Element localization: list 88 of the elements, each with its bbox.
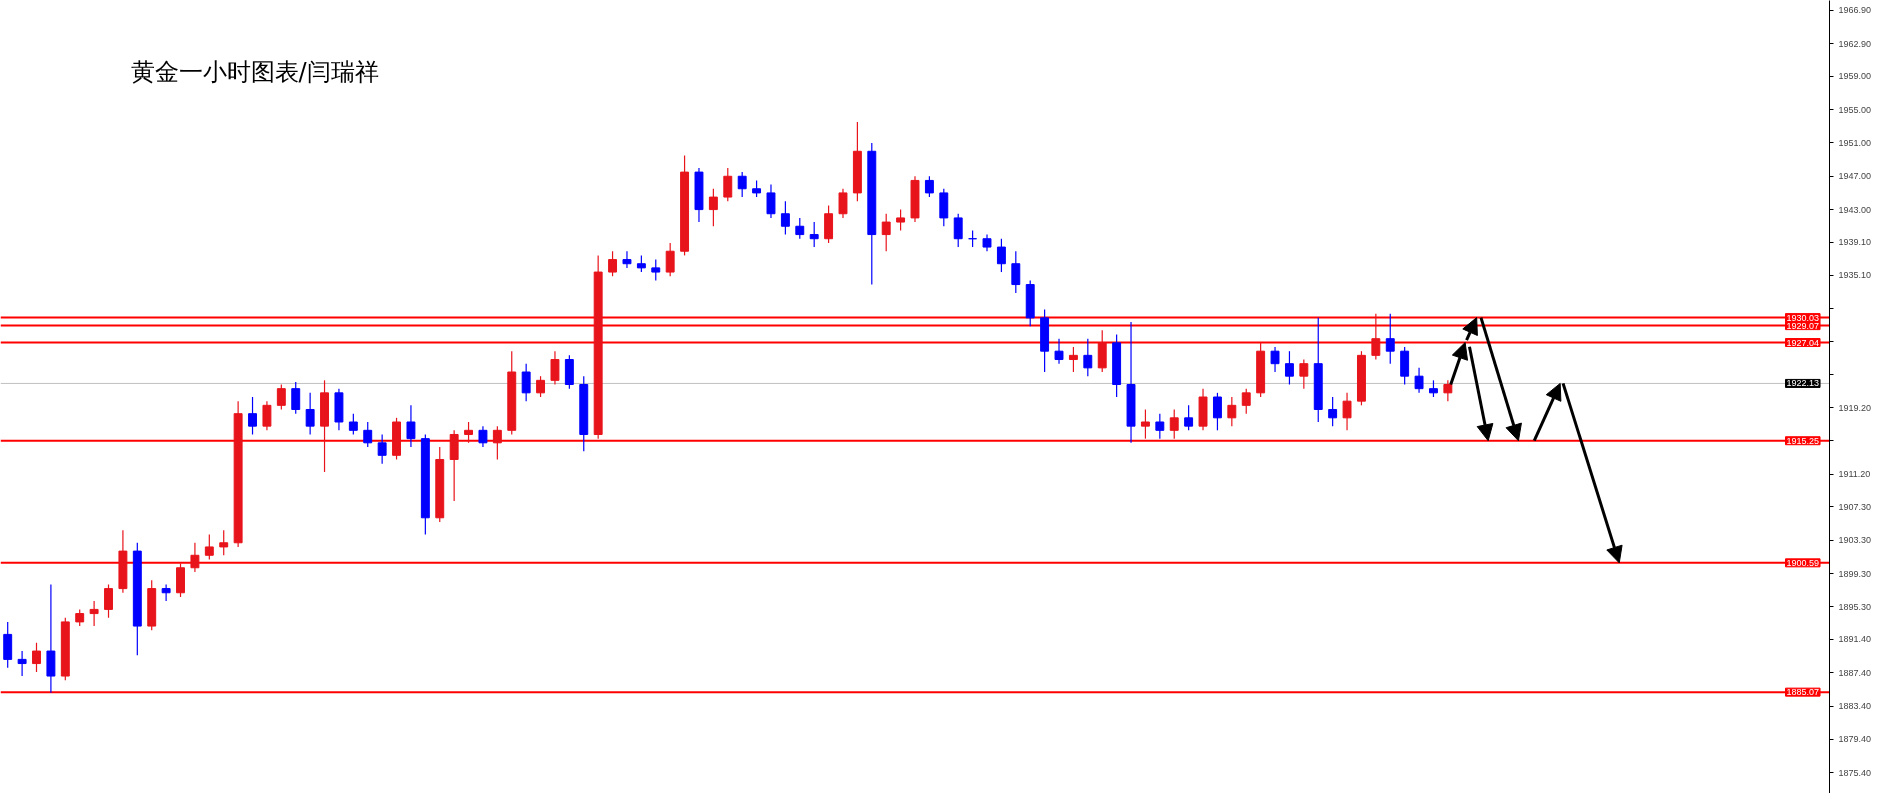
y-tick-label: 1875.40 (1838, 767, 1872, 778)
candlestick (1414, 367, 1424, 394)
candlestick (1227, 396, 1237, 427)
candlestick (809, 221, 819, 248)
candlestick (1140, 408, 1150, 440)
y-tick-label: 1911.20 (1838, 469, 1871, 480)
candlestick (996, 238, 1006, 273)
candlestick (622, 250, 632, 269)
candlestick (219, 529, 229, 556)
ref-line-label: 1927.04 (1786, 337, 1820, 348)
candlestick (305, 392, 315, 436)
candlestick (651, 258, 661, 281)
candlestick (464, 421, 474, 444)
y-tick-label: 1943.00 (1838, 204, 1872, 215)
candlestick (924, 175, 934, 198)
candlestick (1284, 350, 1294, 386)
candlestick (1270, 346, 1280, 373)
candlestick (248, 396, 257, 436)
candlestick (1068, 346, 1078, 373)
text: 黄金一小时图表/闫瑞祥 (130, 57, 379, 86)
candlestick (276, 383, 286, 411)
candlestick (521, 363, 531, 402)
candlestick (953, 213, 963, 248)
y-tick-label: 1947.00 (1838, 171, 1872, 182)
candlestick (492, 425, 502, 461)
candlestick (723, 167, 733, 202)
candlestick (780, 200, 790, 236)
y-tick-label: 1962.90 (1838, 38, 1872, 49)
candlestick (89, 600, 99, 627)
candlestick (708, 188, 718, 227)
ref-line-label: 1922.13 (1786, 378, 1820, 389)
candlestick (190, 542, 200, 573)
candlestick (881, 213, 891, 252)
y-tick-label: 1959.00 (1838, 71, 1872, 82)
candlestick (1299, 358, 1309, 390)
candlestick (104, 583, 113, 619)
candlestick (363, 421, 373, 448)
ref-line-label: 1930.03 (1786, 312, 1820, 323)
candlestick (377, 433, 387, 465)
candlestick (1443, 379, 1453, 402)
candlestick (1011, 250, 1021, 294)
candlestick (1155, 413, 1165, 440)
candlestick (1212, 392, 1222, 431)
candlestick (1342, 392, 1352, 431)
y-tick-label: 1955.00 (1838, 104, 1872, 115)
candlestick (17, 650, 27, 677)
ref-line-label: 1885.07 (1786, 687, 1820, 698)
candlestick (766, 183, 776, 219)
candlestick (262, 400, 272, 431)
y-tick-label: 1891.40 (1838, 634, 1872, 645)
candlestick (1169, 408, 1179, 440)
y-tick-label: 1903.30 (1838, 535, 1872, 546)
candlestick (1083, 338, 1093, 377)
candlestick (665, 242, 675, 277)
y-tick-label: 1919.20 (1838, 402, 1872, 413)
candlestick (32, 642, 41, 673)
candlestick (896, 208, 906, 231)
candlestick (1371, 313, 1381, 361)
ref-line-label: 1915.25 (1786, 435, 1820, 446)
y-tick-label: 1939.10 (1838, 237, 1872, 248)
y-tick-label: 1951.00 (1838, 137, 1872, 148)
candlestick (838, 188, 848, 219)
candlestick (478, 425, 488, 448)
y-tick-label: 1899.30 (1838, 568, 1872, 579)
candlestick (608, 250, 618, 277)
candlestick (1328, 396, 1338, 427)
candlestick (1385, 313, 1395, 365)
candlestick (406, 404, 416, 448)
ref-line-label: 1929.07 (1786, 320, 1820, 331)
candlestick (291, 381, 301, 415)
y-tick-label: 1883.40 (1838, 701, 1872, 712)
candlestick (795, 217, 805, 240)
candlestick (550, 350, 560, 386)
candlestick (536, 375, 546, 398)
candlestick (161, 583, 171, 602)
candlestick (348, 413, 358, 436)
ref-line-label: 1900.59 (1786, 557, 1820, 568)
candlestick (1184, 404, 1194, 431)
candlestick (204, 533, 214, 561)
y-tick-label: 1887.40 (1838, 667, 1872, 678)
y-tick-label: 1966.90 (1838, 5, 1872, 16)
y-tick-label: 1895.30 (1838, 601, 1872, 612)
candlestick (1241, 388, 1251, 415)
y-tick-label: 1935.10 (1838, 270, 1872, 281)
y-tick-label: 1879.40 (1838, 734, 1872, 745)
candlestick (1054, 338, 1064, 365)
y-tick-label: 1907.30 (1838, 501, 1872, 512)
candlestick (737, 171, 747, 198)
